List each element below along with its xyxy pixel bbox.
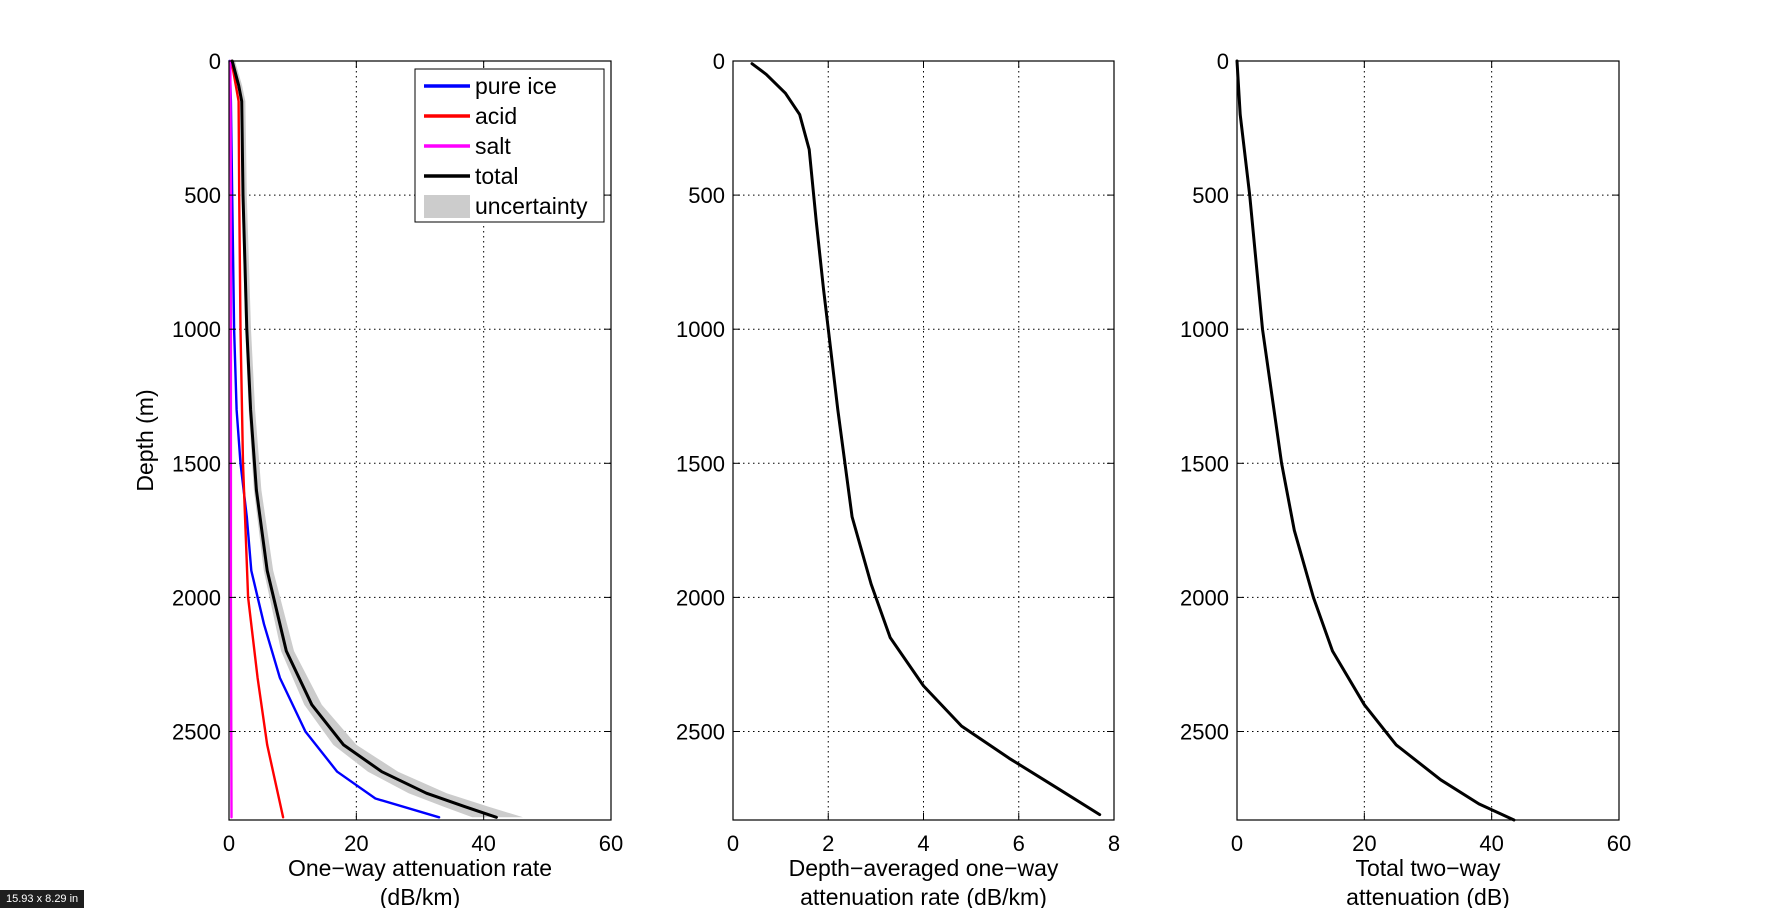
x-axis-label-line-1: One−way attenuation rate: [288, 855, 552, 881]
x-tick-label: 2: [822, 831, 834, 856]
x-tick-label: 40: [471, 831, 495, 856]
y-tick-label: 2000: [1180, 585, 1229, 610]
y-tick-label: 1500: [1180, 451, 1229, 476]
legend-label-uncertainty: uncertainty: [475, 193, 588, 219]
x-tick-label: 40: [1479, 831, 1503, 856]
series-line: [1235, 59, 1516, 822]
y-tick-label: 1000: [172, 317, 221, 342]
legend-label-salt: salt: [475, 133, 511, 159]
y-tick-label: 500: [184, 183, 221, 208]
x-tick-label: 0: [727, 831, 739, 856]
y-tick-label: 500: [688, 183, 725, 208]
figure-size-badge: 15.93 x 8.29 in: [0, 890, 85, 908]
x-axis-label-line-2: attenuation rate (dB/km): [800, 884, 1047, 908]
series-line-acid: [230, 59, 285, 819]
x-axis-label-line-2: (dB/km): [380, 884, 461, 908]
chart-panel-3: 0 20 40 60 0 500 1000 1500 2000 2500 Total two−way…: [1180, 49, 1631, 908]
x-axis-label-line-1: Total two−way: [1355, 855, 1501, 881]
y-tick-label: 500: [1192, 183, 1229, 208]
chart-panel-1: 0 20 40 60 0 500 1000 1500 2000 2500 One−way atten…: [132, 49, 623, 908]
y-tick-label: 2000: [676, 585, 725, 610]
x-axis-label-line-2: attenuation (dB): [1346, 884, 1510, 908]
x-tick-label: 60: [1607, 831, 1631, 856]
chart-panel-2: 0 2 4 6 8 0 500 1000 1500 2000 2500 Depth−averaged …: [676, 49, 1120, 908]
x-tick-label: 4: [917, 831, 929, 856]
y-tick-label: 2500: [1180, 719, 1229, 744]
x-tick-label: 0: [223, 831, 235, 856]
y-tick-label: 0: [713, 49, 725, 74]
series-line: [750, 62, 1102, 817]
y-tick-label: 2500: [676, 719, 725, 744]
y-tick-label: 2500: [172, 719, 221, 744]
series-line-salt: [229, 59, 233, 819]
x-axis-label-line-1: Depth−averaged one−way: [789, 855, 1059, 881]
y-tick-label: 2000: [172, 585, 221, 610]
legend-label-acid: acid: [475, 103, 517, 129]
legend-swatch-uncertainty: [424, 195, 470, 218]
y-tick-label: 1500: [676, 451, 725, 476]
y-tick-label: 1500: [172, 451, 221, 476]
axes-frame: [1236, 60, 1620, 821]
y-tick-label: 0: [209, 49, 221, 74]
legend-label-total: total: [475, 163, 518, 189]
legend-label-pure-ice: pure ice: [475, 73, 557, 99]
axes-frame: [228, 60, 612, 821]
x-tick-label: 20: [344, 831, 368, 856]
x-tick-label: 8: [1108, 831, 1120, 856]
x-tick-label: 0: [1231, 831, 1243, 856]
y-tick-label: 1000: [1180, 317, 1229, 342]
y-axis-label: Depth (m): [132, 389, 158, 491]
series-line-pure-ice: [228, 59, 441, 819]
legend: pure ice acid salt total uncertainty: [414, 68, 605, 223]
x-tick-label: 20: [1352, 831, 1376, 856]
y-tick-label: 1000: [676, 317, 725, 342]
x-tick-label: 60: [599, 831, 623, 856]
x-tick-label: 6: [1013, 831, 1025, 856]
y-tick-label: 0: [1217, 49, 1229, 74]
series-line-total: [230, 59, 498, 819]
